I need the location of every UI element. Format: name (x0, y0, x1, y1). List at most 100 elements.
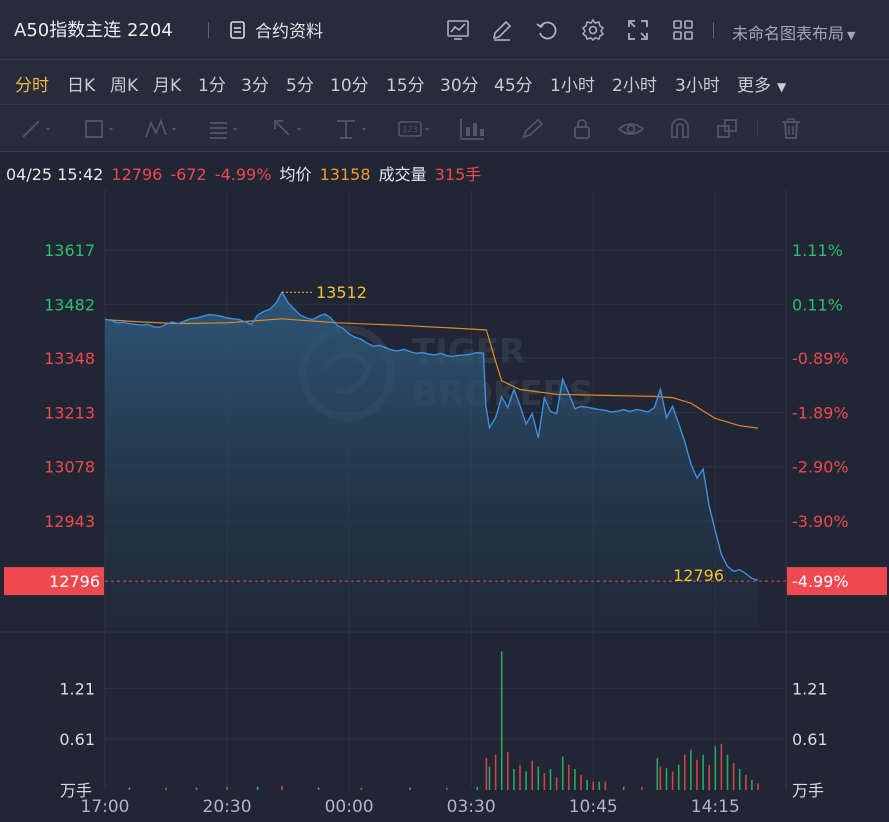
volume-bar (561, 756, 564, 790)
header-bar: A50指数主连 2204 合约资料 未命名图表布局 ▼ (0, 0, 889, 60)
tab-weekly[interactable]: 周K (110, 76, 139, 96)
brush-icon[interactable] (518, 117, 552, 141)
indicator-icon[interactable] (458, 117, 492, 141)
tab-15min[interactable]: 15分 (386, 76, 425, 96)
divider (713, 22, 714, 38)
price-tick-label: 13617 (44, 241, 95, 260)
undo-icon[interactable] (535, 18, 559, 42)
volume-bar (281, 785, 283, 790)
avg-price-label: 均价 (279, 165, 312, 184)
quote-change: -672 (170, 165, 207, 184)
lock-icon[interactable] (568, 117, 602, 141)
volume-bar (476, 786, 479, 790)
divider (208, 22, 209, 38)
text-label-icon[interactable]: 123 (397, 117, 431, 141)
chevron-down-icon: ▼ (777, 80, 787, 94)
tab-monthly[interactable]: 月K (153, 76, 182, 96)
quote-info-bar: 04/25 15:42 12796 -672 -4.99% 均价 13158 成… (6, 161, 484, 185)
volume-tick-label-right: 0.61 (792, 730, 828, 749)
tab-45min[interactable]: 45分 (494, 76, 533, 96)
quote-datetime: 04/25 15:42 (6, 165, 104, 184)
time-tick-label: 17:00 (81, 797, 130, 817)
volume-bar (696, 759, 698, 790)
horizontal-line-icon[interactable] (334, 117, 368, 141)
volume-bar (720, 743, 723, 790)
tab-3hour[interactable]: 3小时 (675, 76, 720, 96)
chart-annotations: 12796 -4.99% 12796 13512 (4, 283, 887, 596)
volume-bar (165, 787, 167, 790)
tab-1min[interactable]: 1分 (198, 76, 226, 96)
volume-bar (574, 769, 576, 790)
intraday-chart[interactable]: TIGER BROKERS 13617134821334813213130781… (0, 190, 889, 822)
current-pct-tag-label: -4.99% (792, 572, 849, 591)
tab-1hour[interactable]: 1小时 (550, 76, 595, 96)
volume-bar (488, 766, 491, 790)
chevron-down-icon: ▼ (847, 29, 856, 42)
high-price-label: 13512 (316, 283, 367, 302)
rectangle-icon[interactable] (83, 117, 117, 141)
tab-2hour[interactable]: 2小时 (612, 76, 657, 96)
volume-bars (128, 651, 759, 790)
volume-bar (622, 786, 625, 790)
contract-info-button[interactable]: 合约资料 (229, 17, 323, 42)
svg-text:123: 123 (402, 125, 417, 134)
tab-intraday[interactable]: 分时 (15, 76, 49, 96)
volume-value: 315手 (434, 165, 482, 184)
time-tick-label: 20:30 (203, 797, 252, 817)
time-tick-label: 00:00 (325, 797, 374, 817)
volume-bar (256, 786, 259, 790)
tab-30min[interactable]: 30分 (440, 76, 479, 96)
pattern-icon[interactable] (144, 117, 178, 141)
volume-bar (726, 754, 729, 790)
pct-tick-label: 1.11% (792, 241, 843, 260)
symbol-title[interactable]: A50指数主连 2204 (14, 20, 173, 41)
volume-bar (549, 769, 552, 790)
tab-more[interactable]: 更多 ▼ (737, 71, 786, 96)
tab-5min[interactable]: 5分 (286, 76, 314, 96)
chart-settings-icon[interactable] (446, 18, 470, 42)
current-price-tag-label: 12796 (49, 572, 100, 591)
time-tick-label: 10:45 (569, 797, 618, 817)
pct-tick-label: 0.11% (792, 295, 843, 314)
tab-3min[interactable]: 3分 (241, 76, 269, 96)
layers-icon[interactable] (714, 117, 748, 141)
volume-bar (226, 786, 228, 790)
time-tick-label: 03:30 (447, 797, 496, 817)
layout-name-label: 未命名图表布局 (732, 24, 845, 43)
magnet-icon[interactable] (666, 117, 700, 141)
layout-selector[interactable]: 未命名图表布局 ▼ (732, 20, 855, 44)
trend-line-icon[interactable] (20, 117, 54, 141)
arrow-icon[interactable] (271, 117, 305, 141)
fullscreen-icon[interactable] (626, 18, 650, 42)
volume-bar (745, 774, 747, 790)
price-area-fill (105, 292, 758, 627)
volume-unit-label-right: 万手 (792, 781, 824, 800)
fib-icon[interactable] (207, 117, 241, 141)
axis-labels: 13617 13482 13348 13213 13078 12943 1.11% 0.11%… (44, 241, 849, 817)
trash-icon[interactable] (778, 117, 812, 141)
volume-bar (317, 787, 320, 790)
edit-icon[interactable] (490, 18, 514, 42)
tab-10min[interactable]: 10分 (330, 76, 369, 96)
pct-tick-label: -3.90% (792, 512, 849, 531)
avg-price-value: 13158 (319, 165, 371, 184)
volume-bar (500, 651, 503, 790)
volume-bar (360, 787, 363, 790)
tab-daily[interactable]: 日K (67, 76, 96, 96)
price-tick-label: 12943 (44, 512, 95, 531)
divider (757, 120, 758, 136)
volume-bar (641, 786, 643, 790)
layout-grid-icon[interactable] (671, 18, 695, 42)
volume-bar (656, 758, 659, 790)
price-tick-label: 13213 (44, 403, 95, 422)
volume-bar (128, 787, 131, 790)
eye-icon[interactable] (616, 117, 650, 141)
volume-bar (580, 774, 582, 790)
volume-bar (555, 777, 558, 790)
price-tick-label: 13078 (44, 458, 95, 477)
volume-bar (714, 746, 717, 790)
volume-label: 成交量 (378, 165, 427, 184)
gear-icon[interactable] (581, 18, 605, 42)
volume-bar (751, 779, 753, 790)
volume-bar (757, 783, 759, 790)
